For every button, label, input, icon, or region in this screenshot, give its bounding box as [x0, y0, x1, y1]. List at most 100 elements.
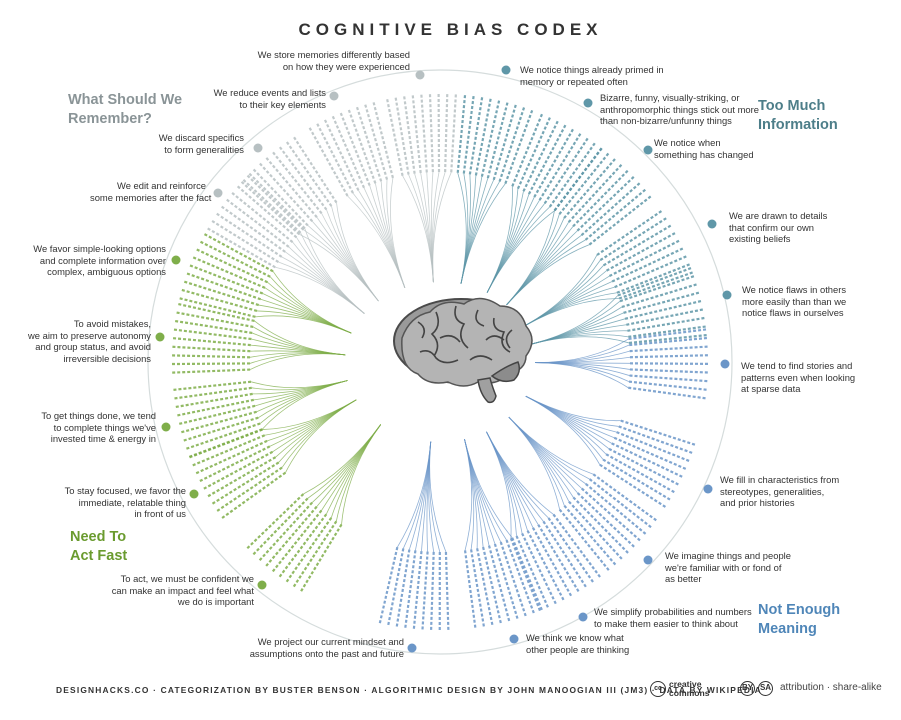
- category-dots: [155, 65, 732, 653]
- category-dot: [720, 359, 730, 369]
- cc-text-top: creative: [669, 679, 702, 689]
- bias-tick: [272, 151, 323, 215]
- bias-tick: [246, 493, 305, 550]
- bias-tick: [537, 524, 580, 592]
- branch-line: [336, 202, 379, 302]
- license-text: attribution · share-alike: [780, 682, 882, 693]
- bias-tick: [355, 106, 383, 182]
- bias-tick: [179, 297, 256, 318]
- bias-tick: [584, 188, 646, 241]
- creative-commons-icon: cc: [650, 681, 666, 697]
- bias-tick: [527, 124, 567, 195]
- bias-tick: [476, 548, 494, 626]
- category-dot: [643, 555, 653, 565]
- brain-icon: [393, 297, 533, 404]
- bias-tick: [576, 492, 635, 548]
- category-dot: [703, 484, 713, 494]
- bias-tick: [207, 456, 277, 498]
- bias-tick: [183, 280, 260, 307]
- bias-tick: [499, 541, 527, 617]
- bias-tick: [498, 107, 526, 182]
- quadrant-title-too-much: Too Much Information: [758, 98, 838, 133]
- share-alike-icon: SA: [758, 681, 773, 696]
- bias-tick: [580, 182, 641, 237]
- branch-line: [432, 171, 446, 283]
- branch-line: [464, 439, 473, 551]
- branch-line: [386, 179, 406, 288]
- attribution-icon: BY: [740, 681, 755, 696]
- branch-line: [321, 424, 382, 511]
- bias-tick: [221, 471, 287, 519]
- branch-line: [486, 431, 512, 539]
- bias-tick: [171, 362, 251, 366]
- cc-text-bottom: commons: [669, 687, 710, 698]
- bias-tick: [629, 368, 708, 374]
- bias-tick: [181, 288, 258, 312]
- bias-tick: [265, 157, 318, 218]
- bias-tick: [543, 137, 589, 205]
- branch-line: [486, 431, 554, 515]
- bias-tick: [618, 271, 693, 300]
- branch-line: [524, 298, 620, 327]
- bias-tick: [421, 551, 429, 630]
- branch-line: [250, 380, 348, 389]
- category-dot: [509, 634, 519, 644]
- branch-line: [432, 172, 452, 283]
- bias-tick: [231, 192, 294, 243]
- bias-tick: [404, 550, 417, 628]
- branch-line: [397, 441, 432, 548]
- bias-tick: [621, 283, 697, 309]
- branch-line: [506, 217, 565, 306]
- bias-tick: [627, 316, 705, 332]
- branch-line: [390, 177, 406, 288]
- bias-tick: [271, 509, 323, 573]
- branch-line: [464, 439, 478, 549]
- bias-tick: [616, 263, 690, 294]
- category-c1: We store memories differently based on ho…: [257, 49, 410, 72]
- bias-tick: [192, 256, 266, 289]
- bias-tick: [505, 539, 535, 614]
- category-c19: Bizarre, funny, visually-striking, or ant…: [600, 92, 759, 127]
- bias-tick: [444, 94, 449, 173]
- bias-tick: [511, 537, 543, 611]
- bias-tick: [226, 198, 290, 248]
- bias-tick: [522, 120, 559, 192]
- bias-tick: [629, 374, 708, 383]
- bias-tick: [629, 354, 708, 359]
- bias-tick: [293, 136, 338, 204]
- bias-tick: [176, 311, 254, 329]
- bias-tick: [285, 517, 333, 583]
- bias-tick: [516, 117, 551, 190]
- bias-tick: [470, 549, 485, 627]
- bias-tick: [395, 549, 411, 627]
- bias-tick: [515, 535, 549, 608]
- branch-line: [486, 191, 524, 293]
- branch-line: [506, 244, 590, 306]
- bias-tick: [608, 447, 679, 486]
- bias-tick: [628, 325, 706, 338]
- bias-tick: [265, 505, 318, 567]
- bias-tick: [339, 112, 371, 186]
- bias-tick: [420, 94, 428, 173]
- branch-line: [262, 399, 357, 430]
- category-dot: [722, 290, 732, 300]
- category-c5: We favor simple-looking options and compl…: [33, 243, 166, 278]
- bias-tick: [617, 267, 692, 297]
- bias-tick: [411, 95, 422, 174]
- category-dot: [189, 489, 199, 499]
- branch-line: [249, 353, 346, 370]
- bias-tick: [172, 337, 251, 347]
- bias-tick: [181, 410, 257, 434]
- bias-tick: [196, 248, 269, 284]
- category-c14: We fill in characteristics from stereotyp…: [720, 474, 840, 509]
- bias-tick: [216, 466, 283, 512]
- category-dot: [171, 255, 181, 265]
- quadrant-title-meaning: Not Enough Meaning: [758, 602, 841, 637]
- branch-line: [464, 439, 507, 541]
- bias-tick: [504, 109, 534, 184]
- bias-tick: [189, 428, 263, 459]
- branch-line: [307, 424, 382, 499]
- bias-tick: [628, 328, 707, 341]
- branch-line: [335, 424, 382, 522]
